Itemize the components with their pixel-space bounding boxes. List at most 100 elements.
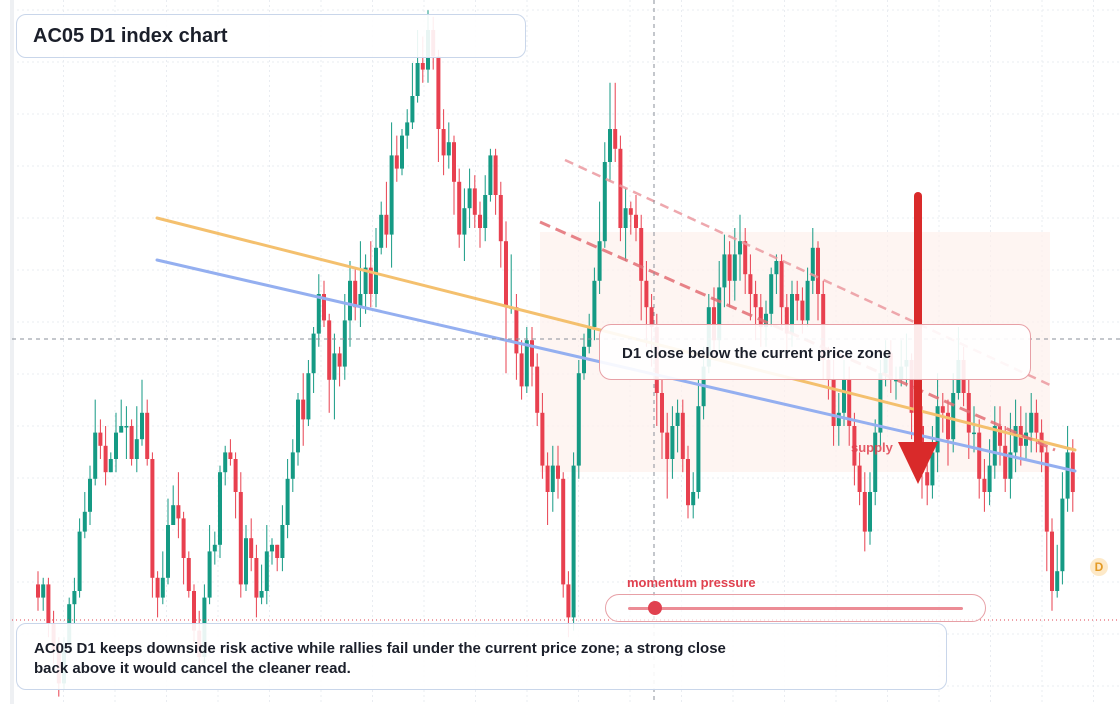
summary-text: AC05 D1 keeps downside risk active while… bbox=[34, 640, 726, 677]
candle bbox=[1070, 439, 1075, 512]
candle bbox=[509, 254, 514, 314]
candle bbox=[405, 109, 410, 149]
candle bbox=[623, 188, 628, 261]
candle bbox=[249, 518, 254, 572]
candle bbox=[452, 135, 456, 215]
candle bbox=[129, 419, 134, 466]
candle-body bbox=[150, 459, 155, 578]
candle-body bbox=[774, 261, 779, 275]
candle bbox=[488, 148, 493, 202]
candle-body bbox=[171, 505, 176, 525]
momentum-slider[interactable] bbox=[605, 594, 986, 622]
candle bbox=[530, 327, 534, 387]
candle-body bbox=[212, 544, 217, 552]
candle-body bbox=[368, 267, 373, 294]
candle bbox=[181, 511, 186, 585]
candle-body bbox=[478, 214, 482, 228]
candle-body bbox=[389, 155, 394, 235]
candle-body bbox=[545, 465, 550, 492]
candle bbox=[228, 439, 233, 466]
candle-body bbox=[1044, 452, 1049, 532]
candle bbox=[368, 241, 373, 308]
timeframe-badge[interactable]: D bbox=[1090, 558, 1108, 576]
candle bbox=[940, 393, 945, 433]
candle bbox=[358, 241, 363, 327]
candle-body bbox=[644, 280, 649, 308]
candle bbox=[628, 201, 633, 235]
candle bbox=[540, 393, 545, 479]
candle-body bbox=[140, 412, 144, 440]
candle-body bbox=[691, 492, 696, 506]
candle-body bbox=[550, 465, 555, 492]
candle-body bbox=[114, 432, 118, 459]
momentum-knob[interactable] bbox=[647, 601, 662, 615]
candle-body bbox=[145, 412, 150, 459]
candle-body bbox=[1060, 498, 1065, 572]
candle-body bbox=[946, 412, 950, 440]
candle-body bbox=[712, 307, 716, 341]
candle bbox=[332, 333, 337, 420]
candle bbox=[93, 399, 98, 486]
candle-body bbox=[519, 353, 524, 387]
candle-body bbox=[410, 96, 415, 123]
candle bbox=[342, 294, 347, 380]
candle-body bbox=[384, 214, 389, 235]
candle bbox=[634, 195, 638, 242]
candle bbox=[103, 426, 108, 486]
candle-body bbox=[940, 406, 945, 413]
candle-body bbox=[301, 399, 306, 420]
candle-body bbox=[467, 188, 472, 209]
candle-body bbox=[238, 492, 243, 585]
candle bbox=[545, 452, 550, 525]
candle-body bbox=[540, 412, 545, 466]
candle-body bbox=[363, 267, 368, 294]
candle bbox=[743, 228, 748, 294]
candle-body bbox=[462, 208, 467, 235]
candle bbox=[1050, 518, 1054, 611]
candle bbox=[576, 360, 581, 479]
candle-body bbox=[524, 340, 529, 387]
candle bbox=[462, 188, 467, 261]
candle-body bbox=[862, 492, 867, 532]
candle-body bbox=[868, 492, 872, 532]
candle-body bbox=[727, 254, 732, 281]
candle bbox=[795, 280, 800, 321]
candle-body bbox=[1024, 432, 1028, 446]
candle-body bbox=[561, 478, 566, 585]
candle bbox=[805, 267, 810, 327]
candle-body bbox=[743, 241, 748, 275]
candle-body bbox=[894, 379, 898, 382]
candle bbox=[176, 472, 181, 539]
candle bbox=[166, 498, 170, 585]
candle bbox=[810, 228, 815, 294]
candle-body bbox=[41, 584, 46, 598]
candle bbox=[535, 353, 540, 426]
momentum-label: momentum pressure bbox=[627, 575, 756, 590]
candle-body bbox=[77, 531, 82, 591]
candle-body bbox=[675, 412, 680, 426]
candle bbox=[379, 201, 384, 255]
candle bbox=[972, 406, 976, 453]
candle bbox=[82, 492, 87, 539]
down-arrow-icon bbox=[898, 192, 938, 484]
candle-body bbox=[530, 340, 534, 367]
candle-body bbox=[504, 241, 508, 308]
candle bbox=[88, 465, 92, 525]
candle-body bbox=[717, 287, 722, 341]
candle bbox=[691, 472, 696, 519]
candle-body bbox=[103, 445, 108, 473]
candle bbox=[290, 439, 295, 492]
candle bbox=[686, 445, 690, 519]
candle-body bbox=[878, 373, 883, 433]
candle bbox=[171, 485, 176, 525]
candle-body bbox=[348, 280, 352, 321]
candle bbox=[951, 373, 956, 453]
candle-body bbox=[998, 426, 1002, 446]
candle-body bbox=[249, 538, 254, 558]
candle-body bbox=[784, 307, 789, 334]
candle-body bbox=[753, 294, 758, 308]
candle bbox=[665, 412, 670, 499]
candle-body bbox=[483, 195, 488, 228]
candle-body bbox=[207, 551, 212, 598]
candle bbox=[441, 109, 446, 176]
